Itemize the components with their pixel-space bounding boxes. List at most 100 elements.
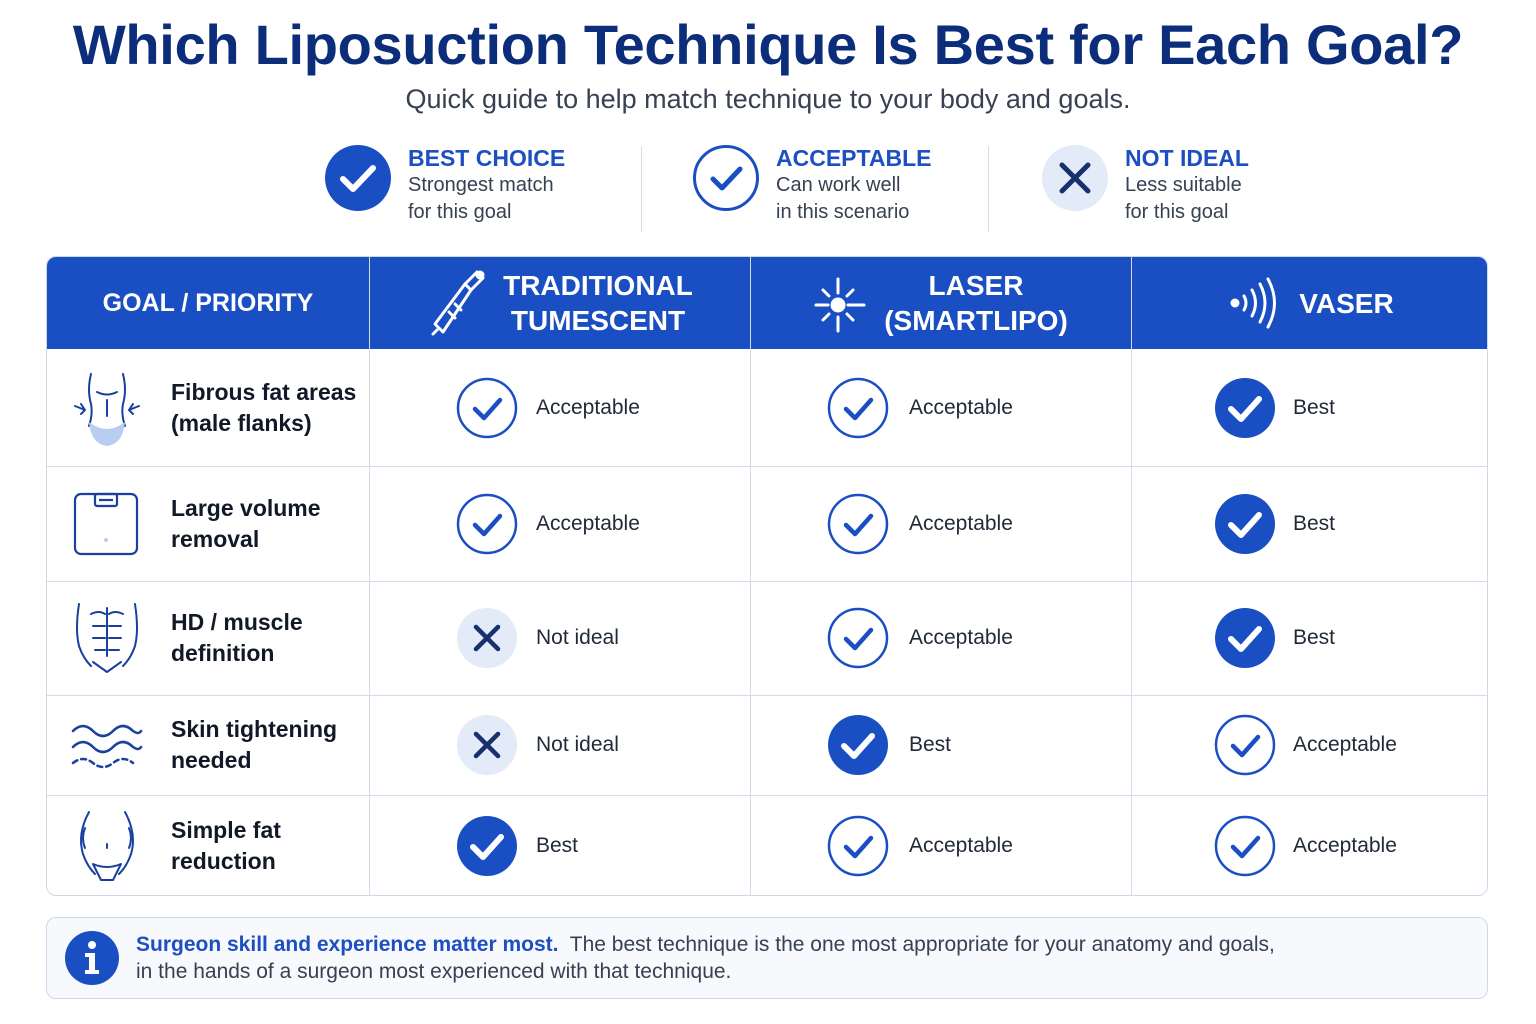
legend-best-desc-1: Strongest match <box>408 174 554 196</box>
header-traditional-line1: TRADITIONAL <box>503 270 693 301</box>
rating-label: Best <box>1293 511 1336 535</box>
rating-label: Acceptable <box>536 395 640 419</box>
scale-icon <box>73 492 139 555</box>
column-divider <box>1131 257 1132 895</box>
legend-acceptable-desc-2: in this scenario <box>776 201 910 223</box>
acceptable-check-icon <box>827 493 889 554</box>
acceptable-check-icon <box>827 607 889 669</box>
rating-label: Acceptable <box>1293 834 1397 857</box>
goal-cell: Simple fat reduction <box>47 795 369 895</box>
cannula-icon <box>431 270 485 336</box>
note-line1: The best technique is the one most appro… <box>569 933 1275 956</box>
waist-icon <box>80 811 134 881</box>
info-icon <box>65 931 119 985</box>
skin-waves-icon <box>71 724 143 769</box>
comparison-table: GOAL / PRIORITY TRADITIONAL TUMESCENT <box>46 256 1488 896</box>
header-laser-line2: (SMARTLIPO) <box>884 305 1068 336</box>
table-row: HD / muscle definition Not ideal Acceptable… <box>47 581 1487 695</box>
legend-best-desc-2: for this goal <box>408 201 512 223</box>
goal-label-line2: reduction <box>171 848 276 874</box>
rating-label: Acceptable <box>1293 733 1397 756</box>
best-check-icon <box>457 816 517 876</box>
rating-cell: Acceptable <box>1132 695 1487 795</box>
row-divider <box>47 581 1487 582</box>
goal-label: HD / muscle definition <box>171 607 361 669</box>
not-ideal-x-icon <box>457 715 517 775</box>
rating-cell: Acceptable <box>1132 795 1487 895</box>
rating-cell: Best <box>370 795 750 895</box>
goal-cell: Skin tightening needed <box>47 695 369 795</box>
legend-notideal-desc-2: for this goal <box>1125 201 1229 223</box>
acceptable-check-icon <box>456 377 518 438</box>
rating-cell: Acceptable <box>370 349 750 466</box>
rating-cell: Acceptable <box>751 795 1131 895</box>
rating-cell: Best <box>1132 466 1487 581</box>
rating-cell: Best <box>1132 581 1487 695</box>
rating-cell: Not ideal <box>370 695 750 795</box>
goal-cell: Large volume removal <box>47 466 369 581</box>
header-laser-line1: LASER <box>928 270 1024 301</box>
header-traditional: TRADITIONAL TUMESCENT <box>370 257 750 349</box>
goal-label: Fibrous fat areas (male flanks) <box>171 377 361 439</box>
table-header: GOAL / PRIORITY TRADITIONAL TUMESCENT <box>47 257 1487 349</box>
legend-acceptable-desc-1: Can work well <box>776 174 901 196</box>
legend-best-title: BEST CHOICE <box>408 145 566 171</box>
table-row: Simple fat reduction Best Acceptable Accepta… <box>47 795 1487 895</box>
page-title: Which Liposuction Technique Is Best for … <box>72 13 1464 76</box>
goal-label-line1: Large volume <box>171 494 321 521</box>
goal-label-line2: removal <box>171 525 260 552</box>
legend-notideal-title: NOT IDEAL <box>1125 145 1249 171</box>
note-strong: Surgeon skill and experience matter most… <box>136 933 559 956</box>
goal-label-line1: Skin tightening <box>171 716 338 742</box>
legend-notideal-desc-1: Less suitable <box>1125 174 1242 196</box>
header-vaser: VASER <box>1132 257 1487 349</box>
row-divider <box>47 466 1487 467</box>
male-torso-icon <box>74 372 140 446</box>
rating-cell: Acceptable <box>751 466 1131 581</box>
rating-cell: Best <box>1132 349 1487 466</box>
rating-label: Acceptable <box>909 395 1013 419</box>
header-laser: LASER (SMARTLIPO) <box>751 257 1131 349</box>
rating-cell: Acceptable <box>751 581 1131 695</box>
rating-label: Best <box>536 834 579 857</box>
page-subtitle: Quick guide to help match technique to y… <box>405 84 1131 114</box>
legend-acceptable: ACCEPTABLE Can work well in this scenari… <box>692 140 946 235</box>
header-goal: GOAL / PRIORITY <box>47 257 369 349</box>
acceptable-check-icon <box>827 815 889 877</box>
goal-label: Skin tightening needed <box>171 714 361 776</box>
abs-icon <box>76 603 138 673</box>
rating-cell: Not ideal <box>370 581 750 695</box>
legend-best: BEST CHOICE Strongest match for this goa… <box>324 140 578 235</box>
acceptable-check-icon <box>827 377 889 438</box>
table-row: Large volume removal Acceptable Acceptable B… <box>47 466 1487 581</box>
goal-label-line1: HD / muscle <box>171 609 303 635</box>
laser-icon <box>814 277 866 333</box>
acceptable-check-icon <box>1214 714 1276 776</box>
goal-label-line2: definition <box>171 640 275 666</box>
legend-divider <box>988 146 989 232</box>
header-traditional-line2: TUMESCENT <box>510 305 686 336</box>
goal-label-line2: needed <box>171 747 252 773</box>
header-goal-label: GOAL / PRIORITY <box>102 288 314 317</box>
table-row: Fibrous fat areas (male flanks) Acceptable… <box>47 349 1487 466</box>
goal-cell: Fibrous fat areas (male flanks) <box>47 349 369 466</box>
row-divider <box>47 795 1487 796</box>
not-ideal-x-icon <box>457 608 517 668</box>
legend-notideal: NOT IDEAL Less suitable for this goal <box>1041 140 1295 235</box>
rating-label: Best <box>909 733 952 756</box>
rating-cell: Best <box>751 695 1131 795</box>
rating-label: Best <box>1293 395 1336 419</box>
note-line2: in the hands of a surgeon most experienc… <box>136 960 732 983</box>
best-check-icon <box>1215 377 1275 438</box>
table-row: Skin tightening needed Not ideal Best Accept… <box>47 695 1487 795</box>
x-icon <box>1042 145 1108 211</box>
best-check-icon <box>1215 608 1275 668</box>
best-check-icon <box>828 715 888 775</box>
goal-label-line1: Simple fat <box>171 817 281 843</box>
acceptable-check-icon <box>1214 815 1276 877</box>
rating-label: Not ideal <box>536 733 619 756</box>
info-note: Surgeon skill and experience matter most… <box>46 917 1488 999</box>
row-divider <box>47 695 1487 696</box>
goal-label: Simple fat reduction <box>171 815 361 877</box>
note-text: Surgeon skill and experience matter most… <box>136 931 1466 985</box>
